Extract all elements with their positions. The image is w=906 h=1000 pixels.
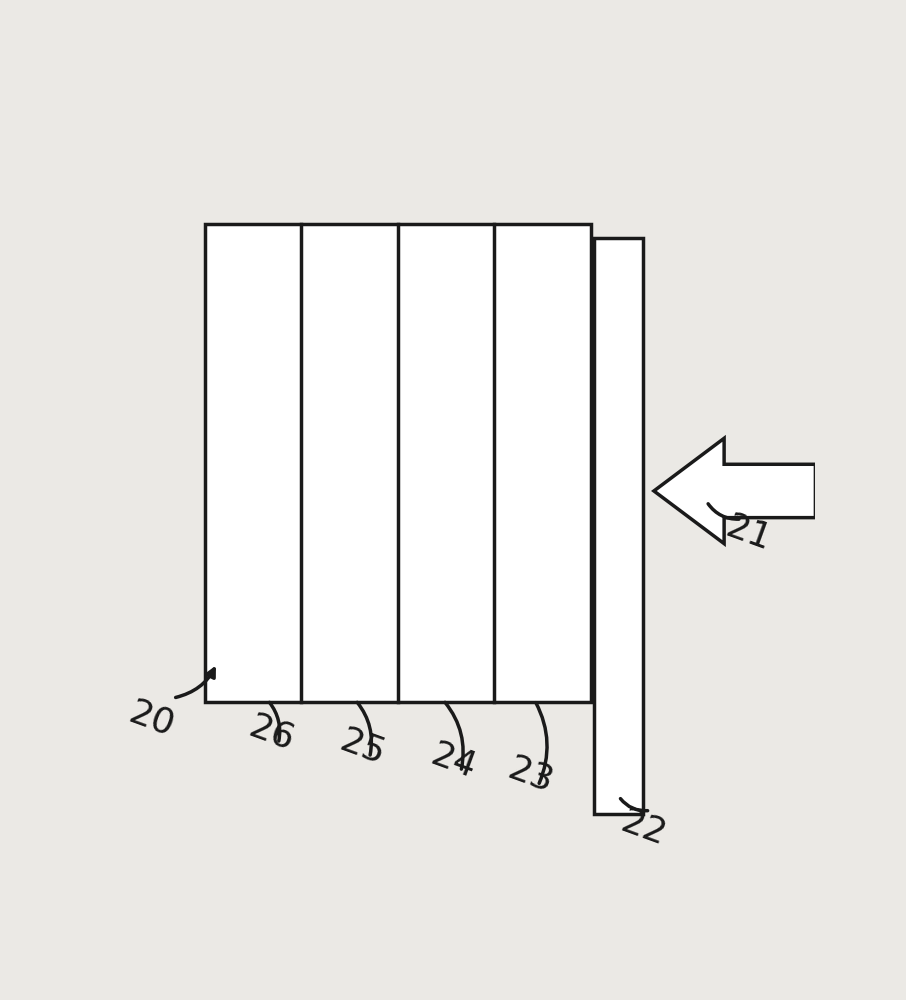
- Text: 25: 25: [335, 723, 390, 771]
- Text: 24: 24: [427, 737, 481, 785]
- Text: 23: 23: [504, 751, 558, 799]
- Text: 22: 22: [616, 804, 670, 852]
- Bar: [205, 224, 591, 702]
- Text: 21: 21: [721, 509, 776, 557]
- Text: 26: 26: [244, 709, 299, 757]
- Text: 20: 20: [124, 695, 179, 743]
- Polygon shape: [654, 438, 815, 544]
- Bar: [594, 238, 643, 814]
